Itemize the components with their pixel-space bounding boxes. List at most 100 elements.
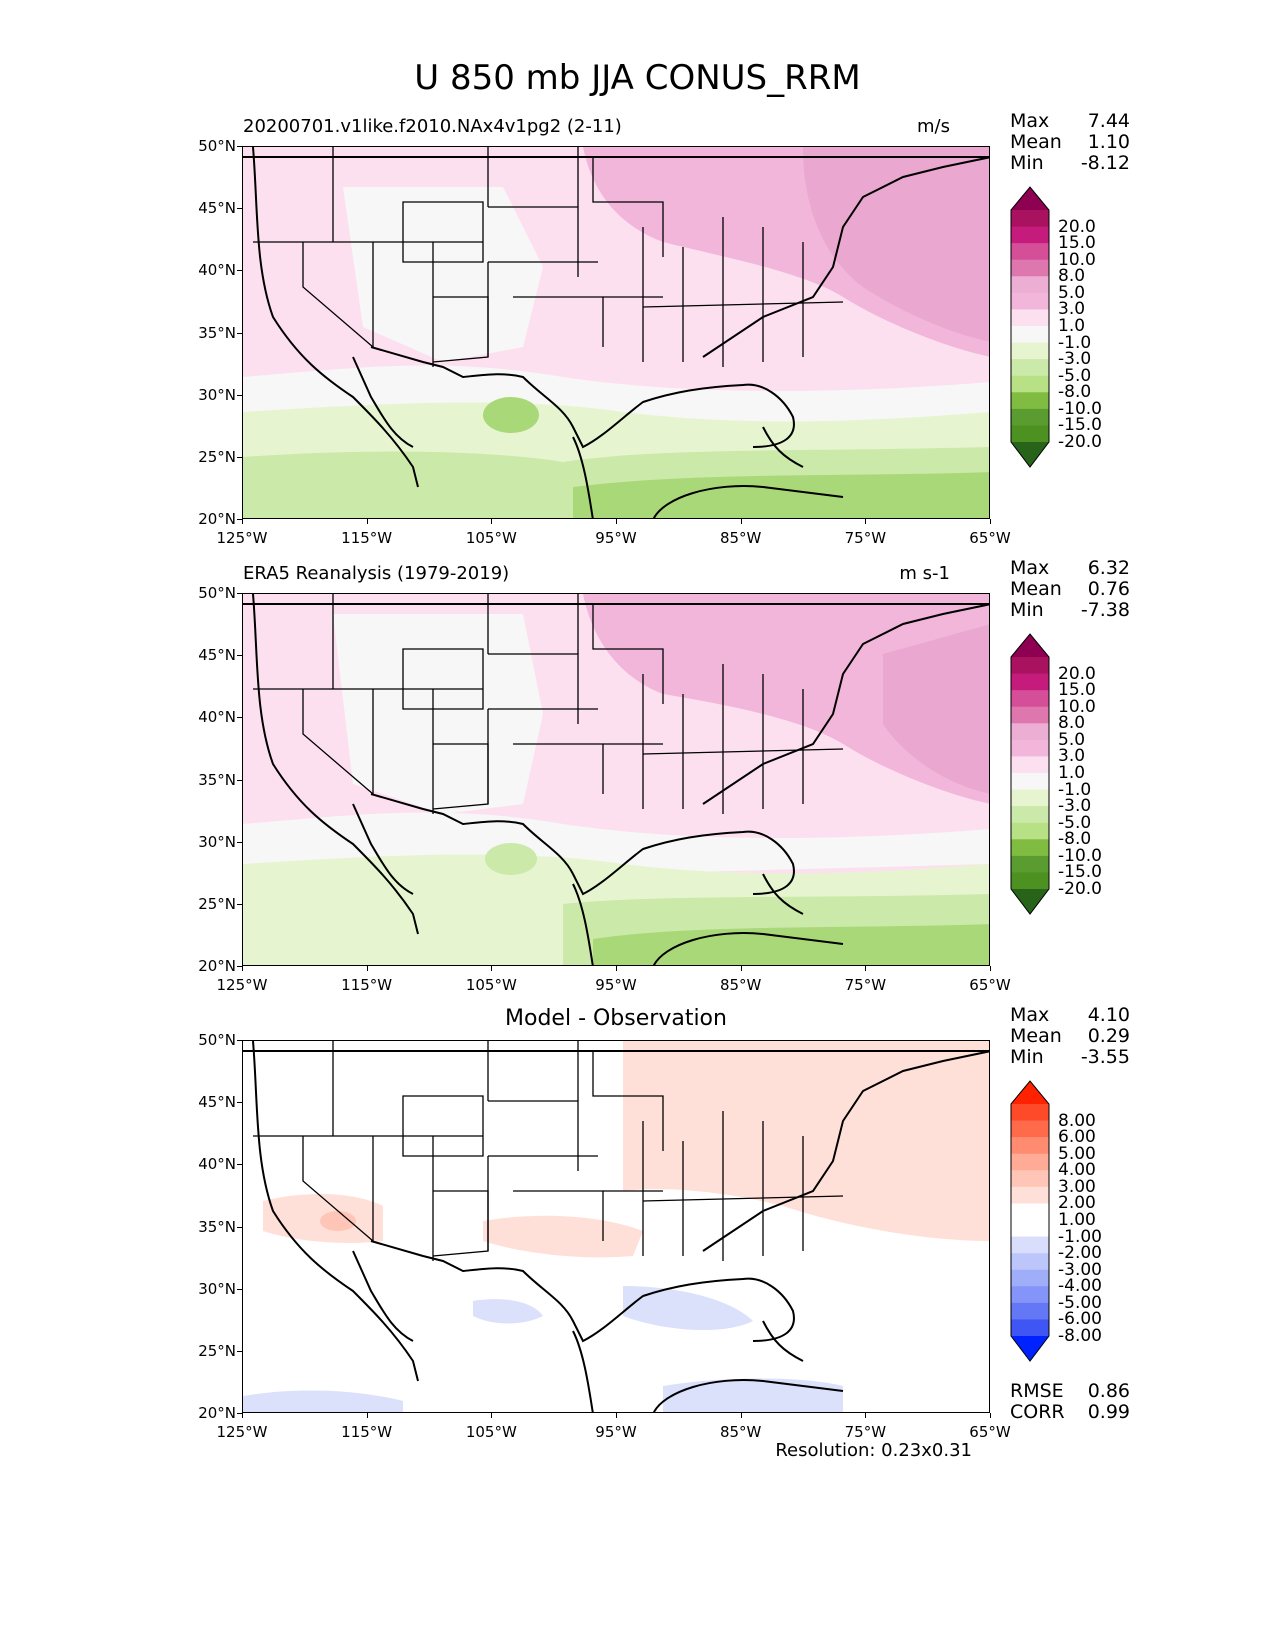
field-blob-mexico xyxy=(483,397,539,433)
field-band-neutral-west xyxy=(343,187,543,362)
stat-value-max: 7.44 xyxy=(1087,110,1130,132)
colorbar-swatch xyxy=(1011,872,1049,890)
stat-value-max: 4.10 xyxy=(1087,1004,1130,1026)
lat-tick-mark xyxy=(237,1350,242,1352)
colorbar-swatch xyxy=(1011,276,1049,294)
lat-tick-mark xyxy=(237,779,242,781)
colorbar-label: 1.00 xyxy=(1058,1210,1096,1230)
stat-value-min: -7.38 xyxy=(1080,599,1130,621)
field-band-pink-strong xyxy=(883,624,989,794)
lon-tick-label: 75°W xyxy=(844,976,887,994)
colorbar-label: -10.0 xyxy=(1058,398,1102,419)
lat-tick-label: 30°N xyxy=(198,832,236,851)
panel-1-map-svg xyxy=(243,147,989,518)
lon-tick-mark xyxy=(491,1413,493,1418)
lat-tick-mark xyxy=(237,593,242,594)
lon-tick-label: 115°W xyxy=(341,976,393,994)
colorbar-swatch xyxy=(1011,1302,1049,1320)
lat-tick-mark xyxy=(237,1288,242,1290)
lon-tick-label: 65°W xyxy=(969,1423,1011,1441)
lat-tick-mark xyxy=(237,394,242,396)
summary-label-rmse: RMSE xyxy=(1010,1380,1064,1402)
panel-1-units: m/s xyxy=(917,116,950,137)
colorbar-swatch xyxy=(1011,408,1049,426)
lat-tick-mark xyxy=(237,717,242,719)
panel-3-title: Model - Observation xyxy=(505,1006,727,1031)
stat-label-max: Max xyxy=(1010,1004,1050,1026)
lon-tick-label: 85°W xyxy=(719,1423,762,1441)
colorbar-label: -8.0 xyxy=(1058,382,1092,403)
colorbar-label: -6.00 xyxy=(1058,1309,1102,1330)
colorbar-2 xyxy=(1010,633,1050,915)
colorbar-label: -5.0 xyxy=(1058,365,1092,386)
colorbar-label: 20.0 xyxy=(1058,216,1096,237)
lon-tick-mark xyxy=(990,966,991,971)
lon-tick-label: 105°W xyxy=(465,1423,517,1441)
colorbar-label: -3.0 xyxy=(1058,349,1092,370)
colorbar-label: 1.0 xyxy=(1058,763,1086,783)
colorbar-label: -10.0 xyxy=(1058,845,1102,866)
colorbar-label: 1.0 xyxy=(1058,316,1086,336)
lat-tick-label: 50°N xyxy=(198,1031,236,1049)
colorbar-swatch xyxy=(1011,855,1049,873)
lon-tick-mark xyxy=(865,966,867,971)
colorbar-swatch xyxy=(1011,210,1049,228)
panel-3-map xyxy=(242,1040,990,1413)
colorbar-label: -4.00 xyxy=(1058,1276,1102,1297)
summary-value-rmse: 0.86 xyxy=(1087,1380,1130,1402)
lat-tick-label: 50°N xyxy=(198,137,236,155)
colorbar-extend-max xyxy=(1011,1081,1049,1104)
field-band-pink-mid xyxy=(583,594,989,804)
colorbar-label: 10.0 xyxy=(1058,249,1096,270)
colorbar-swatch xyxy=(1011,309,1049,327)
lat-tick-mark xyxy=(237,966,242,967)
lon-tick-label: 125°W xyxy=(216,1423,268,1441)
state-borders xyxy=(253,594,844,814)
colorbar-label: 4.00 xyxy=(1058,1160,1096,1181)
colorbar-label: -8.0 xyxy=(1058,829,1092,850)
lon-tick-mark xyxy=(366,1413,368,1418)
lon-tick-label: 95°W xyxy=(595,529,637,547)
colorbar-swatch xyxy=(1011,1186,1049,1204)
colorbar-swatch xyxy=(1011,259,1049,277)
stat-value-mean: 1.10 xyxy=(1087,131,1130,153)
panel-2-map-svg xyxy=(243,594,989,965)
colorbar-3 xyxy=(1010,1080,1050,1362)
lon-tick-mark xyxy=(491,519,493,524)
lat-tick-label: 25°N xyxy=(198,1341,236,1360)
colorbar-label: 8.0 xyxy=(1058,713,1086,734)
stat-label-mean: Mean xyxy=(1010,578,1062,600)
colorbar-swatch xyxy=(1011,359,1049,377)
lat-tick-label: 30°N xyxy=(198,1279,236,1298)
colorbar-swatch xyxy=(1011,673,1049,691)
lon-tick-mark xyxy=(616,519,617,524)
colorbar-label: 15.0 xyxy=(1058,233,1096,254)
stat-value-min: -8.12 xyxy=(1080,152,1130,174)
stat-value-max: 6.32 xyxy=(1087,557,1130,579)
field-band-negative-pacific xyxy=(243,1390,403,1412)
lat-tick-label: 35°N xyxy=(198,770,236,789)
colorbar-swatch xyxy=(1011,1153,1049,1171)
lat-tick-mark xyxy=(237,1102,242,1104)
colorbar-swatch xyxy=(1011,1286,1049,1304)
field-band-neutral-west xyxy=(333,614,543,814)
field-blob-positive-strong xyxy=(320,1211,356,1231)
colorbar-swatch xyxy=(1011,690,1049,708)
lon-tick-mark xyxy=(990,519,991,524)
field-band-positive xyxy=(623,1041,989,1241)
lon-tick-label: 75°W xyxy=(844,529,887,547)
lon-tick-mark xyxy=(740,519,742,524)
stat-label-mean: Mean xyxy=(1010,131,1062,153)
lon-tick-label: 65°W xyxy=(969,976,1011,994)
lat-tick-mark xyxy=(237,1413,242,1414)
colorbar-swatch xyxy=(1011,1104,1049,1122)
colorbar-swatch xyxy=(1011,292,1049,310)
colorbar-swatch xyxy=(1011,1220,1049,1238)
lon-tick-mark xyxy=(366,519,368,524)
colorbar-swatch xyxy=(1011,226,1049,244)
colorbar-outline xyxy=(1010,633,1050,915)
lat-tick-label: 25°N xyxy=(198,894,236,913)
lon-tick-label: 85°W xyxy=(719,976,762,994)
colorbar-label: 2.00 xyxy=(1058,1193,1096,1214)
lat-tick-label: 30°N xyxy=(198,385,236,404)
